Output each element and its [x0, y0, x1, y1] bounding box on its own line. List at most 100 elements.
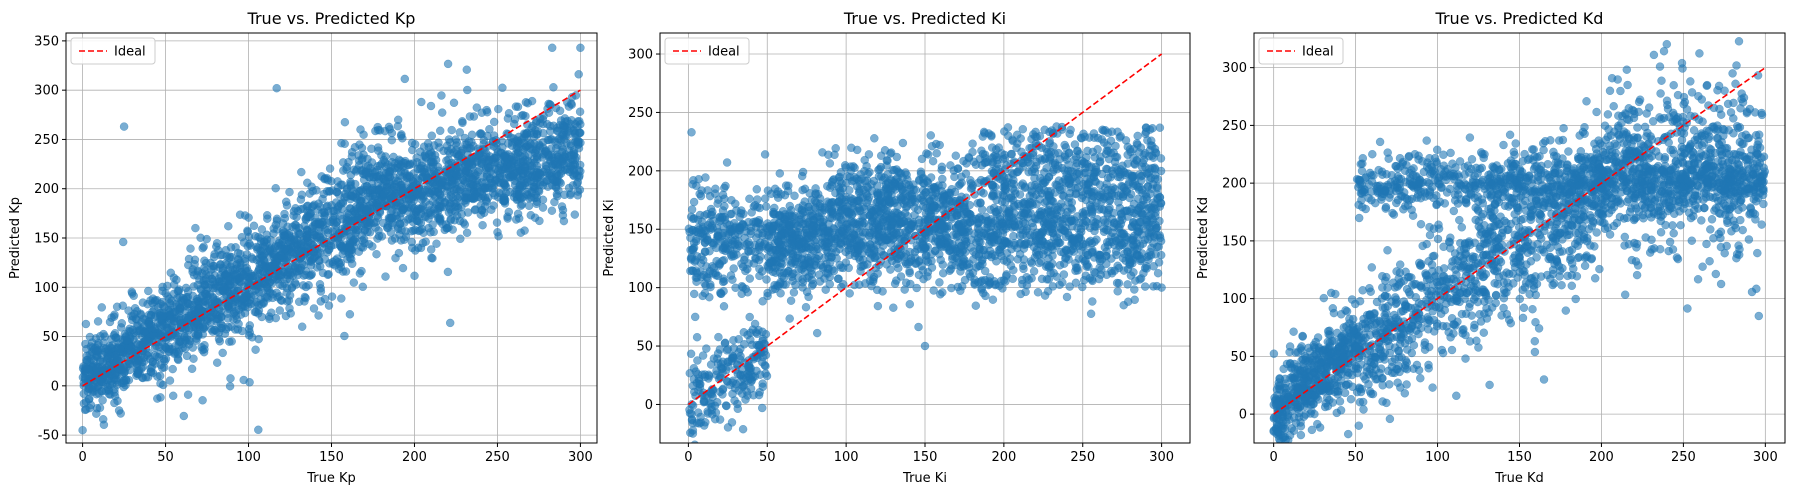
- scatter-point: [107, 334, 116, 344]
- scatter-point: [130, 309, 139, 319]
- scatter-point: [333, 177, 342, 186]
- scatter-point: [530, 139, 539, 148]
- scatter-point: [265, 314, 274, 324]
- scatter-point: [78, 425, 87, 435]
- x-tick-label: 200: [402, 450, 427, 465]
- y-tick-label: 50: [42, 330, 59, 345]
- scatter-point: [976, 187, 986, 196]
- legend-box: [70, 37, 156, 65]
- scatter-point: [509, 119, 519, 129]
- scatter-point: [549, 121, 558, 131]
- scatter-point: [306, 270, 316, 280]
- y-axis-label: Predicted Kp: [8, 197, 23, 279]
- y-tick-label: 300: [34, 84, 59, 99]
- scatter-point: [166, 268, 176, 278]
- scatter-point: [359, 130, 368, 139]
- scatter-point: [244, 213, 253, 222]
- scatter-point: [494, 104, 503, 114]
- scatter-point: [325, 164, 335, 173]
- scatter-point: [146, 367, 156, 376]
- scatter-point: [512, 136, 522, 145]
- scatter-point: [99, 329, 108, 339]
- scatter-point: [191, 223, 200, 233]
- scatter-point: [1116, 132, 1125, 141]
- scatter-point: [200, 256, 209, 265]
- scatter-point: [122, 336, 132, 345]
- scatter-point: [870, 134, 879, 143]
- scatter-point: [170, 316, 179, 326]
- scatter-point: [1040, 125, 1049, 135]
- scatter-point: [280, 209, 289, 219]
- scatter-point: [97, 377, 106, 387]
- scatter-point: [571, 119, 580, 129]
- scatter-point: [117, 319, 127, 328]
- scatter-point: [387, 236, 397, 245]
- scatter-point: [426, 245, 436, 254]
- scatter-point: [443, 146, 453, 156]
- scatter-point: [935, 278, 944, 287]
- scatter-point: [114, 406, 124, 415]
- scatter-point: [85, 384, 95, 393]
- scatter-point: [105, 317, 115, 327]
- scatter-point: [332, 187, 341, 197]
- scatter-point: [345, 310, 355, 319]
- scatter-point: [105, 360, 114, 370]
- scatter-point: [252, 242, 261, 252]
- scatter-point: [731, 283, 740, 293]
- scatter-point: [1140, 282, 1150, 291]
- scatter-point: [346, 245, 356, 255]
- scatter-point: [570, 210, 580, 219]
- x-tick-label: 0: [78, 450, 86, 465]
- scatter-point: [144, 286, 153, 296]
- scatter-point: [156, 360, 165, 370]
- scatter-point: [462, 187, 471, 197]
- scatter-point: [155, 371, 165, 381]
- scatter-point: [1130, 159, 1139, 168]
- scatter-point: [172, 275, 181, 285]
- x-tick-label: 250: [485, 450, 510, 465]
- scatter-point: [690, 312, 700, 322]
- scatter-point: [441, 220, 451, 229]
- scatter-point: [419, 142, 429, 151]
- scatter-point: [567, 150, 576, 160]
- scatter-point: [79, 399, 89, 408]
- scatter-point: [932, 149, 941, 158]
- scatter-point: [541, 147, 550, 156]
- scatter-point: [526, 210, 536, 220]
- scatter-point: [524, 201, 534, 211]
- scatter-point: [428, 220, 437, 229]
- scatter-point: [1156, 250, 1166, 260]
- scatter-point: [905, 299, 915, 309]
- scatter-point: [1016, 289, 1025, 299]
- scatter-point: [85, 332, 95, 342]
- scatter-point: [307, 182, 316, 191]
- scatter-point: [265, 245, 275, 255]
- legend-label: Ideal: [114, 45, 146, 60]
- scatter-point: [227, 302, 237, 312]
- y-tick-label: 150: [34, 232, 59, 247]
- scatter-point: [262, 230, 272, 240]
- scatter-point: [745, 274, 755, 283]
- x-tick-label: 100: [236, 450, 261, 465]
- scatter-point: [165, 376, 175, 385]
- scatter-point: [152, 352, 161, 361]
- scatter-point: [250, 307, 260, 317]
- scatter-point: [198, 243, 207, 253]
- scatter-point: [98, 415, 108, 424]
- scatter-point: [119, 122, 129, 131]
- scatter-point: [112, 302, 122, 312]
- scatter-point: [174, 355, 183, 365]
- scatter-point: [315, 219, 324, 228]
- scatter-point: [398, 263, 408, 273]
- scatter-point: [272, 216, 282, 225]
- y-tick-label: -50: [38, 429, 59, 444]
- y-tick-label: 0: [51, 379, 59, 394]
- scatter-point: [142, 336, 151, 345]
- scatter-point: [547, 206, 557, 215]
- scatter-point: [1017, 275, 1027, 285]
- scatter-point: [95, 355, 105, 365]
- scatter-point: [329, 218, 338, 227]
- scatter-point: [508, 165, 518, 175]
- scatter-points: [684, 122, 1166, 443]
